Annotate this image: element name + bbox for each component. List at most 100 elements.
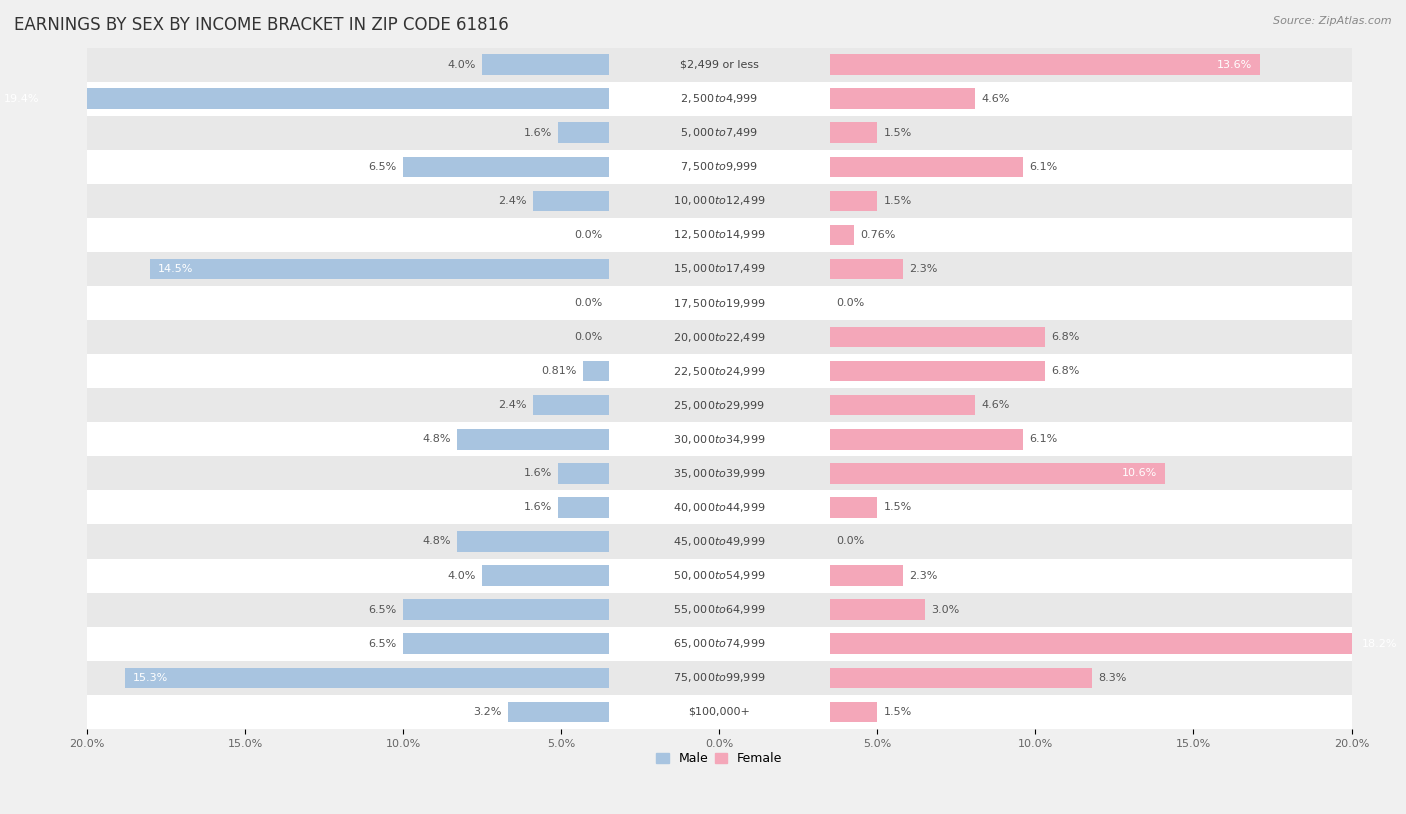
Text: $35,000 to $39,999: $35,000 to $39,999 [673,467,766,479]
Text: $50,000 to $54,999: $50,000 to $54,999 [673,569,766,582]
Text: 10.6%: 10.6% [1122,468,1157,479]
Bar [125,667,609,688]
Bar [830,259,903,279]
Text: $2,500 to $4,999: $2,500 to $4,999 [681,92,758,105]
Bar [0,89,609,109]
Text: 18.2%: 18.2% [1362,639,1398,649]
Bar [482,565,609,586]
Bar [87,388,1351,422]
Text: $10,000 to $12,499: $10,000 to $12,499 [673,195,766,208]
Text: $20,000 to $22,499: $20,000 to $22,499 [673,330,766,344]
Bar [87,150,1351,184]
Bar [87,627,1351,661]
Text: Source: ZipAtlas.com: Source: ZipAtlas.com [1274,16,1392,26]
Text: EARNINGS BY SEX BY INCOME BRACKET IN ZIP CODE 61816: EARNINGS BY SEX BY INCOME BRACKET IN ZIP… [14,16,509,34]
Text: $15,000 to $17,499: $15,000 to $17,499 [673,262,766,275]
Bar [87,422,1351,457]
Text: 1.5%: 1.5% [884,196,912,206]
Text: 6.8%: 6.8% [1052,332,1080,342]
Text: $25,000 to $29,999: $25,000 to $29,999 [673,399,765,412]
Bar [87,490,1351,524]
Bar [558,463,609,484]
Bar [830,429,1022,449]
Bar [830,55,1260,75]
Text: 6.5%: 6.5% [368,162,396,172]
Bar [87,81,1351,116]
Bar [830,395,976,415]
Bar [830,327,1045,348]
Bar [508,702,609,722]
Text: 14.5%: 14.5% [159,264,194,274]
Text: 6.1%: 6.1% [1029,162,1057,172]
Text: 3.0%: 3.0% [931,605,959,615]
Text: $45,000 to $49,999: $45,000 to $49,999 [673,535,766,548]
Bar [87,252,1351,286]
Bar [404,599,609,619]
Bar [830,190,877,211]
Text: 0.0%: 0.0% [837,298,865,308]
Text: 4.0%: 4.0% [447,59,477,69]
Bar [87,218,1351,252]
Bar [830,361,1045,382]
Bar [830,702,877,722]
Bar [87,524,1351,558]
Text: 0.0%: 0.0% [574,298,602,308]
Bar [404,633,609,654]
Legend: Male, Female: Male, Female [651,747,787,770]
Text: 6.8%: 6.8% [1052,366,1080,376]
Bar [830,122,877,143]
Text: 15.3%: 15.3% [134,672,169,683]
Text: 4.6%: 4.6% [981,94,1010,103]
Text: $17,500 to $19,999: $17,500 to $19,999 [673,296,766,309]
Bar [830,225,853,245]
Text: 0.0%: 0.0% [574,230,602,240]
Text: 4.8%: 4.8% [422,536,451,546]
Bar [404,156,609,177]
Bar [87,457,1351,490]
Text: 4.6%: 4.6% [981,400,1010,410]
Text: 4.0%: 4.0% [447,571,477,580]
Text: 6.5%: 6.5% [368,605,396,615]
Text: 2.4%: 2.4% [498,196,526,206]
Text: 1.6%: 1.6% [523,128,551,138]
Bar [830,156,1022,177]
Bar [87,184,1351,218]
Text: 0.76%: 0.76% [860,230,896,240]
Text: 13.6%: 13.6% [1216,59,1251,69]
Text: 1.6%: 1.6% [523,502,551,512]
Text: 1.5%: 1.5% [884,502,912,512]
Bar [558,122,609,143]
Bar [87,116,1351,150]
Text: 4.8%: 4.8% [422,435,451,444]
Bar [87,286,1351,320]
Text: $40,000 to $44,999: $40,000 to $44,999 [673,501,766,514]
Text: 6.1%: 6.1% [1029,435,1057,444]
Text: 1.6%: 1.6% [523,468,551,479]
Bar [830,633,1405,654]
Text: $7,500 to $9,999: $7,500 to $9,999 [681,160,758,173]
Bar [457,532,609,552]
Bar [830,667,1092,688]
Text: $65,000 to $74,999: $65,000 to $74,999 [673,637,766,650]
Text: 2.3%: 2.3% [910,571,938,580]
Text: $12,500 to $14,999: $12,500 to $14,999 [673,229,766,242]
Bar [830,565,903,586]
Bar [830,463,1166,484]
Bar [533,395,609,415]
Text: 6.5%: 6.5% [368,639,396,649]
Text: 1.5%: 1.5% [884,707,912,717]
Text: 19.4%: 19.4% [3,94,39,103]
Text: 0.0%: 0.0% [837,536,865,546]
Text: 2.3%: 2.3% [910,264,938,274]
Text: $55,000 to $64,999: $55,000 to $64,999 [673,603,766,616]
Bar [87,661,1351,695]
Bar [830,497,877,518]
Bar [87,695,1351,729]
Text: $75,000 to $99,999: $75,000 to $99,999 [673,672,766,685]
Text: $2,499 or less: $2,499 or less [681,59,759,69]
Text: $22,500 to $24,999: $22,500 to $24,999 [673,365,766,378]
Text: 0.0%: 0.0% [574,332,602,342]
Bar [830,89,976,109]
Text: $30,000 to $34,999: $30,000 to $34,999 [673,433,766,446]
Bar [482,55,609,75]
